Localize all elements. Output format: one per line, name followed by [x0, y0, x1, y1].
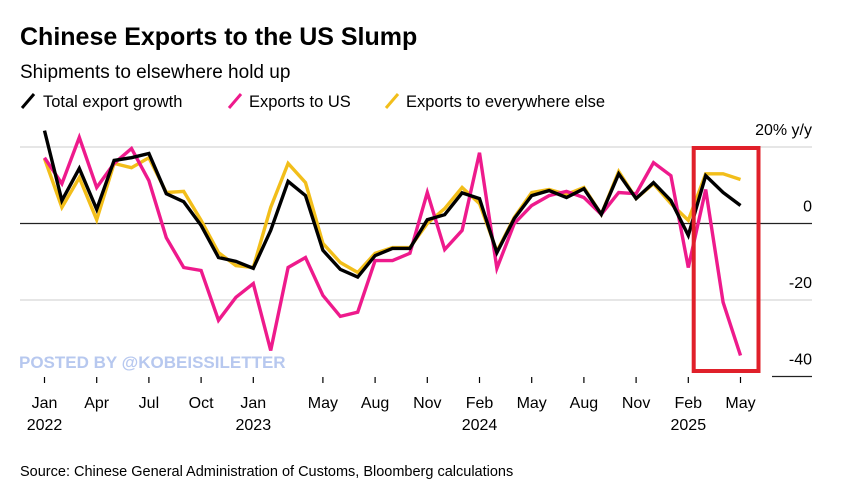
legend-swatch-us — [227, 93, 243, 109]
chart-subtitle: Shipments to elsewhere hold up — [20, 62, 290, 83]
legend-label-total: Total export growth — [43, 93, 182, 111]
x-tick-label: Jul — [139, 395, 159, 412]
x-year-label: 2025 — [671, 417, 707, 434]
legend-swatch-else — [384, 93, 400, 109]
x-tick-label: May — [308, 395, 338, 412]
series-line-total-export-growth — [42, 130, 742, 280]
chart-title: Chinese Exports to the US Slump — [20, 23, 417, 51]
series-line-exports-to-us — [43, 132, 743, 357]
x-tick-label: Jan — [32, 395, 58, 412]
y-tick-label: -40 — [789, 352, 812, 369]
y-tick-label: -20 — [789, 275, 812, 292]
x-tick-label: May — [517, 395, 547, 412]
legend-swatch-total — [20, 93, 36, 109]
x-tick-label: Jan — [240, 395, 266, 412]
x-tick-label: Aug — [570, 395, 598, 412]
x-tick-label: Feb — [466, 395, 494, 412]
x-axis: Jan 2022 Apr Jul Oct Jan 2023 May Aug Nov Feb 2024 M… — [27, 377, 756, 434]
legend-label-else: Exports to everywhere else — [406, 93, 605, 111]
x-year-label: 2024 — [462, 417, 498, 434]
series-lines — [42, 130, 743, 357]
x-tick-label: Nov — [622, 395, 650, 412]
legend: Total export growth Exports to US Export… — [20, 93, 605, 111]
x-year-label: 2023 — [236, 417, 272, 434]
y-tick-label: 0 — [803, 199, 812, 216]
watermark: POSTED BY @KOBEISSILETTER — [19, 353, 286, 372]
x-tick-label: Aug — [361, 395, 389, 412]
x-tick-label: Apr — [84, 395, 110, 412]
y-axis: 20% y/y 0 -20 -40 — [755, 122, 812, 369]
series-line-exports-to-everywhere-else — [42, 155, 742, 275]
legend-label-us: Exports to US — [249, 93, 351, 111]
x-tick-label: Nov — [413, 395, 441, 412]
y-tick-label: 20% y/y — [755, 122, 812, 139]
source-note: Source: Chinese General Administration o… — [20, 464, 513, 480]
x-tick-label: Feb — [675, 395, 703, 412]
x-tick-label: Oct — [189, 395, 214, 412]
highlight-box — [691, 146, 761, 373]
x-year-label: 2022 — [27, 417, 63, 434]
x-tick-label: May — [725, 395, 755, 412]
